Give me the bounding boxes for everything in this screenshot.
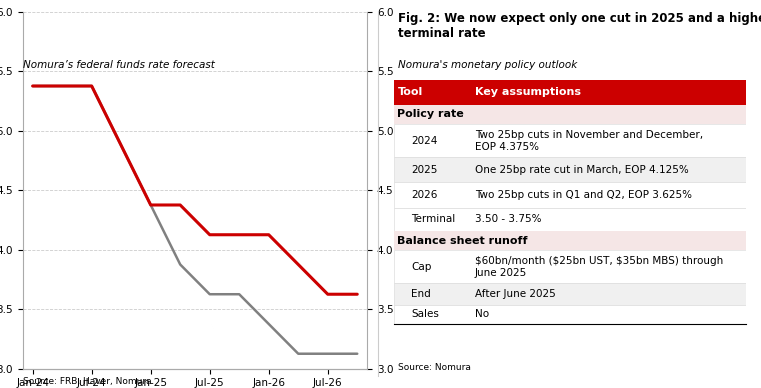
Bar	[394, 231, 746, 250]
Text: Source: Nomura: Source: Nomura	[398, 364, 470, 372]
Text: Fig. 2: We now expect only one cut in 2025 and a higher
terminal rate: Fig. 2: We now expect only one cut in 20…	[398, 12, 761, 40]
Text: Key assumptions: Key assumptions	[475, 87, 581, 97]
Text: Two 25bp cuts in November and December,: Two 25bp cuts in November and December,	[475, 130, 703, 140]
Bar	[394, 157, 746, 182]
Text: Terminal: Terminal	[412, 214, 456, 224]
Text: Nomura’s federal funds rate forecast: Nomura’s federal funds rate forecast	[23, 60, 215, 70]
Text: Cap: Cap	[412, 262, 431, 272]
Text: 2024: 2024	[412, 136, 438, 146]
Bar	[394, 283, 746, 305]
Bar	[394, 124, 746, 157]
Text: End: End	[412, 289, 431, 299]
Text: Sales: Sales	[412, 309, 439, 319]
Text: Nomura's monetary policy outlook: Nomura's monetary policy outlook	[398, 60, 577, 70]
Text: 2025: 2025	[412, 165, 438, 175]
Bar	[394, 305, 746, 324]
Text: After June 2025: After June 2025	[475, 289, 556, 299]
Text: EOP 4.375%: EOP 4.375%	[475, 142, 539, 152]
Text: Source: FRB, Haver, Nomura: Source: FRB, Haver, Nomura	[23, 377, 151, 386]
Text: Balance sheet runoff: Balance sheet runoff	[397, 236, 528, 246]
Text: No: No	[475, 309, 489, 319]
Text: $60bn/month ($25bn UST, $35bn MBS) through: $60bn/month ($25bn UST, $35bn MBS) throu…	[475, 256, 723, 266]
Bar	[394, 250, 746, 283]
Bar	[394, 208, 746, 231]
Text: June 2025: June 2025	[475, 268, 527, 278]
Bar	[394, 182, 746, 208]
Text: Policy rate: Policy rate	[397, 109, 464, 120]
Bar	[394, 80, 746, 105]
Text: 2026: 2026	[412, 190, 438, 200]
Text: Tool: Tool	[397, 87, 422, 97]
Text: Two 25bp cuts in Q1 and Q2, EOP 3.625%: Two 25bp cuts in Q1 and Q2, EOP 3.625%	[475, 190, 692, 200]
Bar	[394, 105, 746, 124]
Text: 3.50 - 3.75%: 3.50 - 3.75%	[475, 214, 541, 224]
Text: One 25bp rate cut in March, EOP 4.125%: One 25bp rate cut in March, EOP 4.125%	[475, 165, 689, 175]
